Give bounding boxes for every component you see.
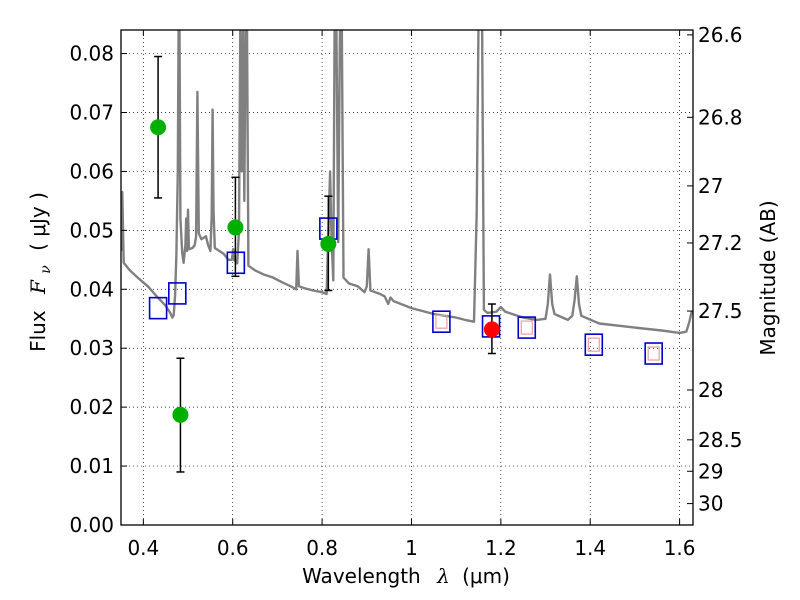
x-tick-label: 1.2 (485, 536, 517, 560)
y-tick-label: 0.03 (69, 336, 114, 360)
model-photometry-inner-square (587, 337, 600, 352)
observed-photometry-point (320, 235, 337, 252)
model-photometry-square (584, 333, 604, 356)
y-axis-label-unit: ( μJy ) (26, 192, 50, 251)
y-tick-label: 0.06 (69, 159, 114, 183)
y2-tick-label: 28.5 (698, 428, 743, 452)
x-axis-label: Wavelength λ (μm) (302, 564, 510, 588)
model-photometry-inner-square (520, 320, 533, 335)
x-tick-label: 1.4 (574, 536, 606, 560)
x-tick-label: 0.4 (127, 536, 159, 560)
y-tick-label: 0.02 (69, 395, 114, 419)
model-photometry-square (168, 282, 187, 305)
axis-ticks: 0.4 0.6 0.8 1 1.2 1.4 1.6 0.00 0.01 0.02 0.03 0.04 0… (69, 23, 742, 560)
y-tick-label: 0.08 (69, 42, 114, 66)
y-tick-label: 0.01 (69, 454, 114, 478)
grid-lines (121, 30, 693, 526)
y-axis-label-subscript: ν (38, 265, 54, 274)
x-axis-label-symbol: λ (436, 564, 450, 588)
y2-tick-label: 30 (698, 492, 723, 516)
x-axis-label-unit: (μm) (462, 564, 510, 588)
y-axis-label-symbol: F (26, 279, 50, 295)
observed-photometry-point (227, 219, 244, 236)
plot-frame (120, 29, 694, 526)
y2-tick-label: 28 (698, 378, 723, 402)
y2-tick-label: 27.5 (698, 299, 743, 323)
x-axis-label-text: Wavelength (302, 564, 421, 588)
y2-tick-label: 29 (698, 459, 723, 483)
x-tick-label: 1 (405, 536, 418, 560)
x-tick-label: 1.6 (664, 536, 696, 560)
y-tick-label: 0.07 (69, 101, 114, 125)
model-photometry-square (148, 296, 168, 320)
y-tick-label: 0.04 (69, 277, 114, 301)
model-photometry-inner-square (435, 314, 448, 329)
y-tick-label: 0.05 (69, 218, 114, 242)
secondary-y-axis-label: Magnitude (AB) (756, 200, 780, 355)
y-tick-label: 0.00 (69, 513, 114, 537)
x-tick-label: 0.8 (306, 536, 338, 560)
model-photometry-square (517, 316, 537, 339)
y-axis-label-text: Flux (26, 310, 50, 352)
y2-tick-label: 26.6 (698, 23, 743, 47)
y2-tick-label: 27.2 (698, 231, 743, 255)
model-photometry-square (432, 310, 451, 333)
y2-tick-label: 27 (698, 174, 723, 198)
spectrum-line (121, 30, 693, 335)
observed-photometry-point (172, 406, 189, 423)
y-axis-label: Flux F ν ( μJy ) (26, 192, 55, 352)
plot-series (121, 30, 693, 473)
model-photometry-inner-square (647, 346, 660, 361)
observed-photometry-point (483, 321, 500, 338)
y2-tick-label: 26.8 (698, 105, 743, 129)
x-tick-label: 0.6 (217, 536, 249, 560)
model-photometry-square (644, 342, 663, 365)
observed-photometry-point (150, 119, 167, 136)
